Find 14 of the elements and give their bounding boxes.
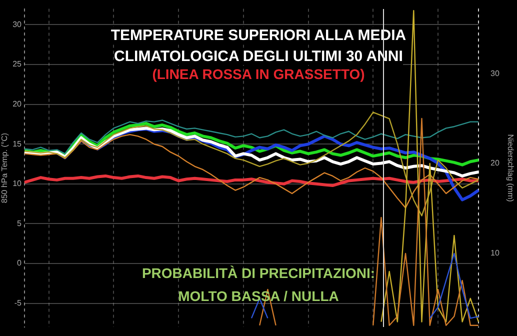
y-tick-label: 5 (17, 218, 22, 228)
y-tick-label: 0 (17, 258, 22, 268)
y-axis-title: 850 hPa Temp. (°C) (0, 132, 10, 204)
y2-tick-label: 30 (490, 68, 500, 78)
y-tick-label: 15 (12, 139, 22, 148)
text: (LINEA ROSSA IN GRASSETTO) (152, 66, 365, 82)
y-tick-label: -5 (14, 298, 22, 308)
y-tick-label: 25 (12, 60, 22, 69)
y2-tick-label: 10 (490, 248, 500, 258)
y-tick-label: 20 (12, 100, 22, 109)
y2-tick-label: 20 (490, 158, 500, 168)
y-tick-label: 10 (12, 179, 22, 188)
y2-axis-title: Niederschlag (mm) (506, 134, 515, 202)
y-tick-label: 30 (12, 20, 22, 29)
